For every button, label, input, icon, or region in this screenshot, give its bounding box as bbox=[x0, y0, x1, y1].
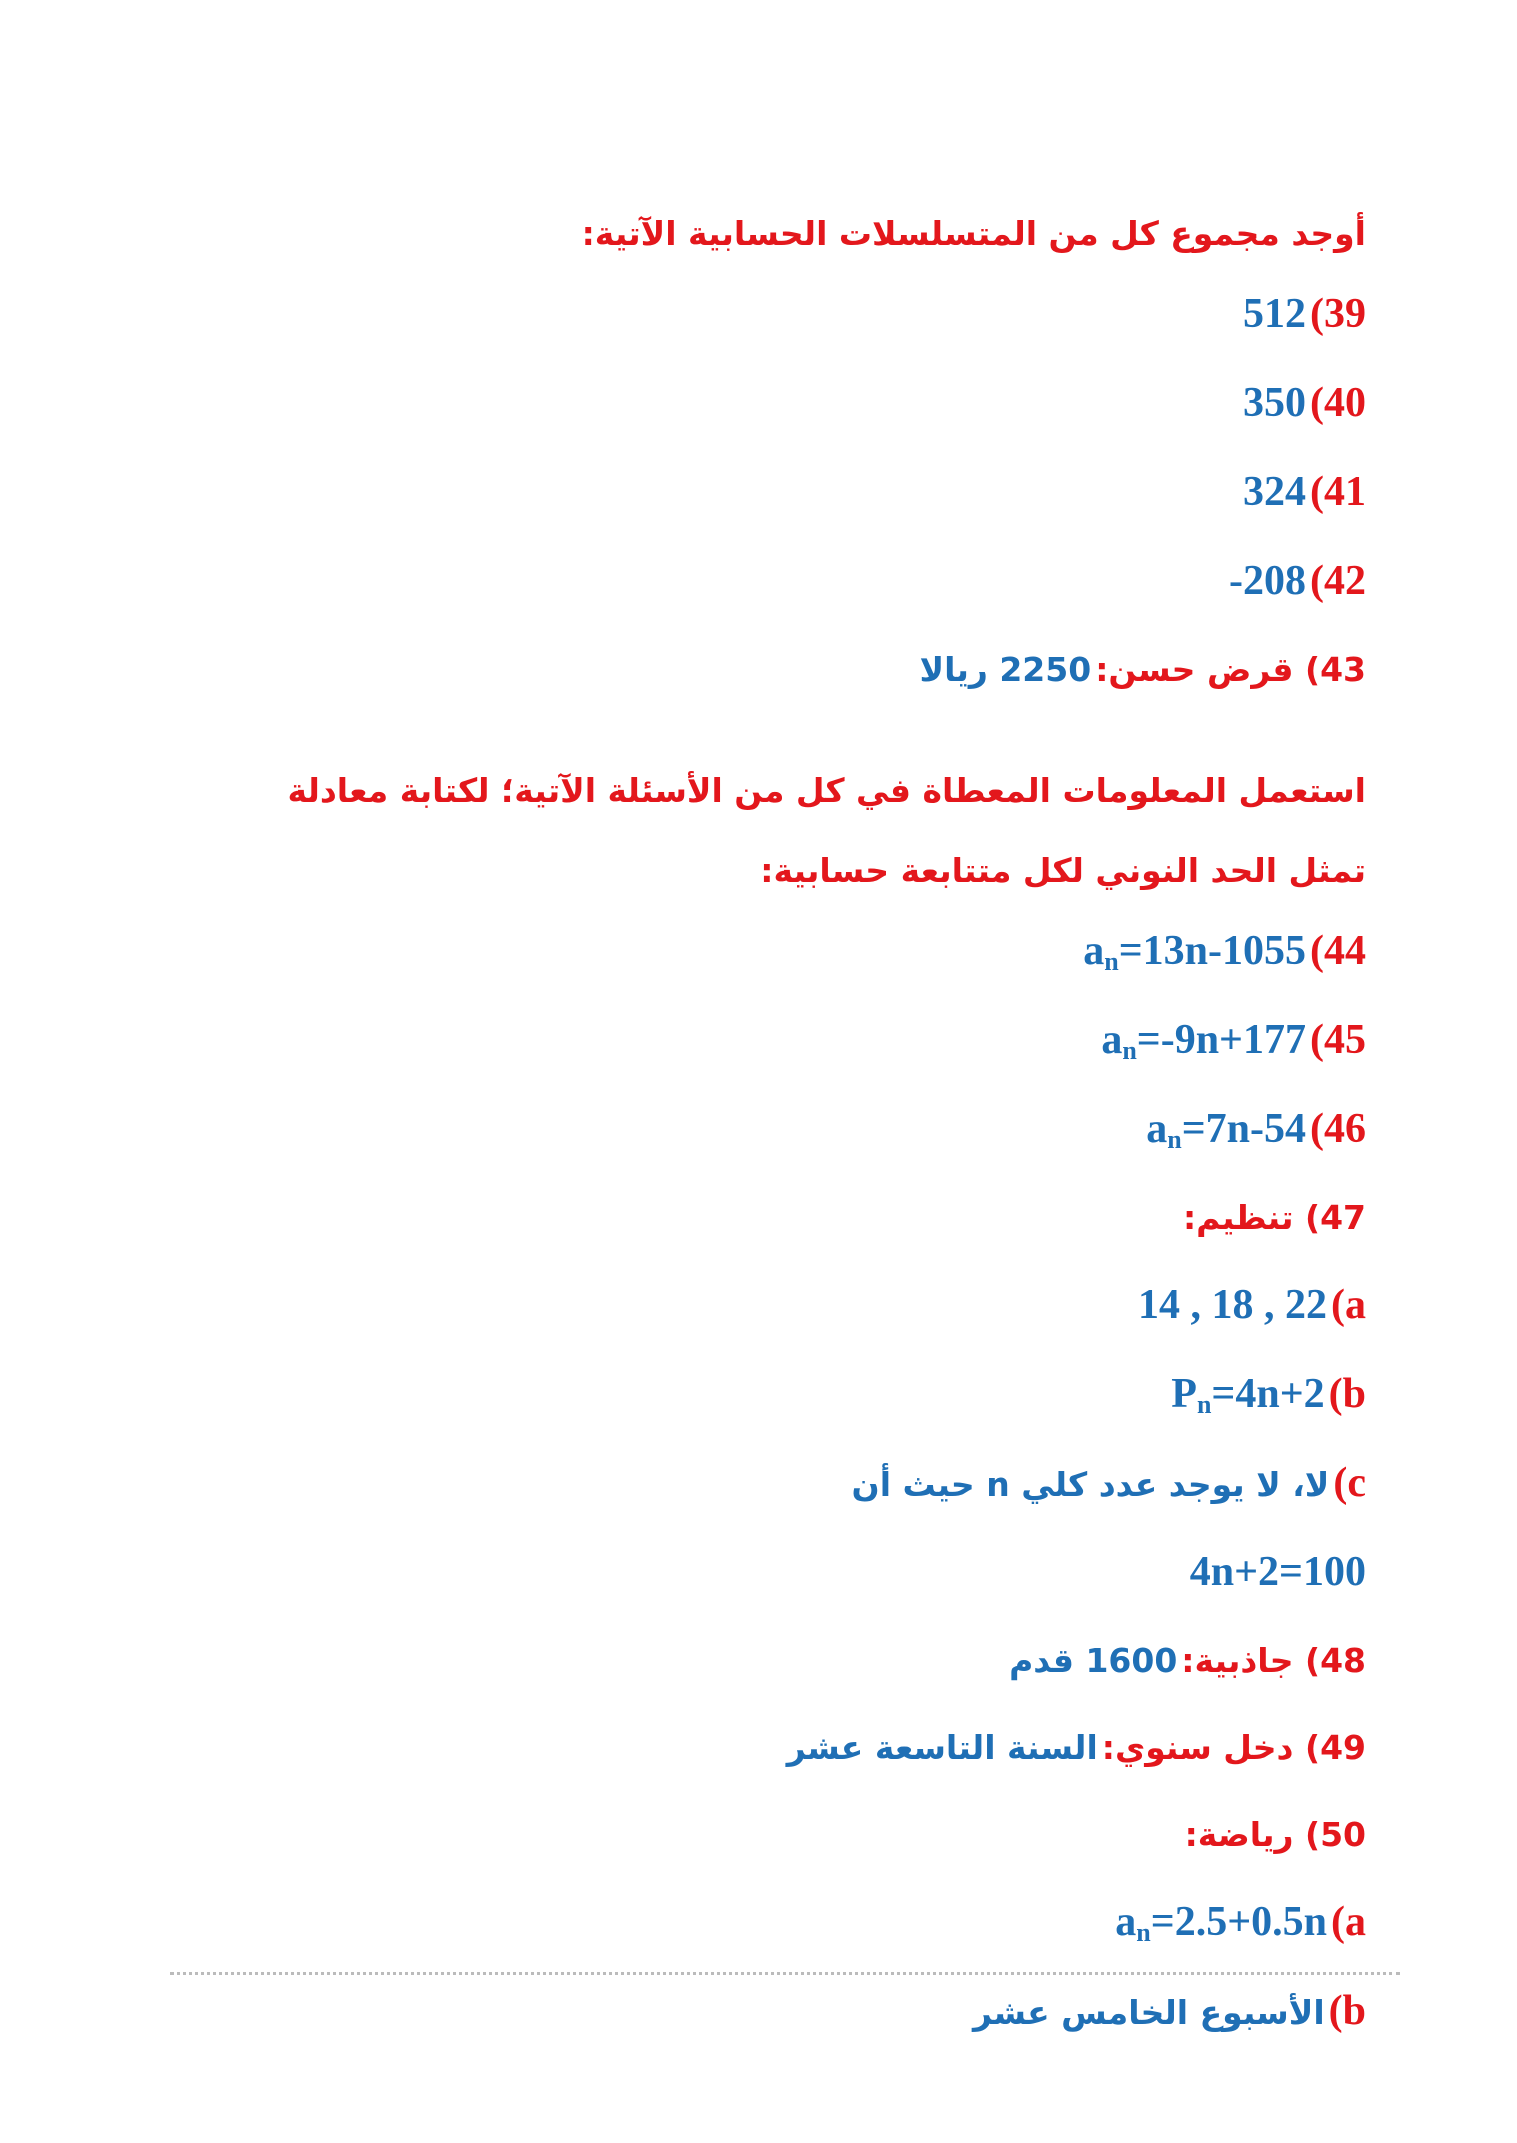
answer-line: 42) -208 bbox=[246, 541, 1366, 630]
question-number: a) bbox=[1331, 1899, 1366, 1945]
question-number: c) bbox=[1333, 1460, 1366, 1506]
answer-line: b) Pn=4n+2 bbox=[246, 1354, 1366, 1443]
answer-formula: Pn=4n+2 bbox=[1171, 1371, 1325, 1419]
formula-subscript: n bbox=[1196, 1390, 1212, 1419]
question-number: 50) رياضة: bbox=[1184, 1815, 1366, 1854]
question-number: 44) bbox=[1310, 928, 1366, 974]
answer-line: b) الأسبوع الخامس عشر bbox=[246, 1971, 1366, 2060]
answer-line: 49) دخل سنوي: السنة التاسعة عشر bbox=[246, 1708, 1366, 1795]
answer-line: a) an=2.5+0.5n bbox=[246, 1882, 1366, 1971]
question-number: a) bbox=[1331, 1282, 1366, 1328]
question-number: 41) bbox=[1310, 469, 1366, 515]
answer: 350 bbox=[1243, 380, 1306, 426]
question-number: 40) bbox=[1310, 380, 1366, 426]
formula-base: a bbox=[1146, 1106, 1168, 1152]
formula-rest: =7n-54 bbox=[1181, 1106, 1306, 1152]
answer-line: 40) 350 bbox=[246, 363, 1366, 452]
answer-formula: an=13n-1055 bbox=[1083, 928, 1306, 976]
formula-subscript: n bbox=[1104, 947, 1119, 976]
answer-line: a) 14 , 18 , 22 bbox=[246, 1265, 1366, 1354]
answer-text: لا، لا يوجد عدد كلي n حيث أن bbox=[851, 1465, 1330, 1504]
answer-text: السنة التاسعة عشر bbox=[786, 1728, 1098, 1767]
answer-line: 50) رياضة: bbox=[246, 1795, 1366, 1882]
answer-formula: an=2.5+0.5n bbox=[1115, 1899, 1327, 1947]
question-number: 47) تنظيم: bbox=[1182, 1198, 1366, 1237]
answer-text: الأسبوع الخامس عشر bbox=[973, 1993, 1325, 2032]
question-number: b) bbox=[1328, 1371, 1366, 1417]
question-number: 48) جاذبية: bbox=[1181, 1641, 1366, 1680]
answer: -208 bbox=[1229, 558, 1306, 604]
answer-text: 2250 ريالا bbox=[919, 650, 1092, 689]
answer: 4n+2=100 bbox=[1189, 1549, 1366, 1595]
formula-base: a bbox=[1083, 928, 1105, 974]
answer-formula: an=-9n+177 bbox=[1101, 1017, 1306, 1065]
formula-base: a bbox=[1115, 1899, 1137, 1945]
question-number: 49) دخل سنوي: bbox=[1101, 1728, 1366, 1767]
content: أوجد مجموع كل من المتسلسلات الحسابية الآ… bbox=[246, 194, 1366, 2060]
question-number: 39) bbox=[1310, 291, 1366, 337]
formula-rest: =13n-1055 bbox=[1118, 928, 1306, 974]
answer-formula: an=7n-54 bbox=[1146, 1106, 1306, 1154]
answer-line: 39) 512 bbox=[246, 274, 1366, 363]
question-number: 45) bbox=[1310, 1017, 1366, 1063]
formula-base: P bbox=[1171, 1371, 1197, 1417]
answer-line: 46) an=7n-54 bbox=[246, 1089, 1366, 1178]
answer-line: 4n+2=100 bbox=[246, 1532, 1366, 1621]
divider bbox=[170, 1972, 1400, 1975]
answer: 512 bbox=[1243, 291, 1306, 337]
section-heading: استعمل المعلومات المعطاة في كل من الأسئل… bbox=[287, 771, 1366, 890]
formula-subscript: n bbox=[1136, 1918, 1151, 1947]
formula-subscript: n bbox=[1167, 1125, 1182, 1154]
answer-line: 45) an=-9n+177 bbox=[246, 1000, 1366, 1089]
answer: 324 bbox=[1243, 469, 1306, 515]
formula-base: a bbox=[1101, 1017, 1123, 1063]
question-number: 46) bbox=[1310, 1106, 1366, 1152]
answer-line: c) لا، لا يوجد عدد كلي n حيث أن bbox=[246, 1443, 1366, 1532]
answer-line: 48) جاذبية: 1600 قدم bbox=[246, 1621, 1366, 1708]
formula-rest: =2.5+0.5n bbox=[1150, 1899, 1327, 1945]
formula-rest: =4n+2 bbox=[1211, 1371, 1325, 1417]
formula-rest: =-9n+177 bbox=[1136, 1017, 1306, 1063]
answer-line: 47) تنظيم: bbox=[246, 1178, 1366, 1265]
question-number: 43) قرض حسن: bbox=[1095, 650, 1366, 689]
answer-text: 1600 قدم bbox=[1009, 1641, 1178, 1680]
answer-line: 41) 324 bbox=[246, 452, 1366, 541]
answer-line: 43) قرض حسن: 2250 ريالا bbox=[246, 630, 1367, 717]
question-number: b) bbox=[1328, 1988, 1366, 2034]
formula-subscript: n bbox=[1122, 1036, 1137, 1065]
question-number: 42) bbox=[1310, 558, 1366, 604]
answer: 14 , 18 , 22 bbox=[1138, 1282, 1327, 1328]
section-heading: أوجد مجموع كل من المتسلسلات الحسابية الآ… bbox=[581, 214, 1366, 253]
answer-line: 44) an=13n-1055 bbox=[246, 911, 1366, 1000]
